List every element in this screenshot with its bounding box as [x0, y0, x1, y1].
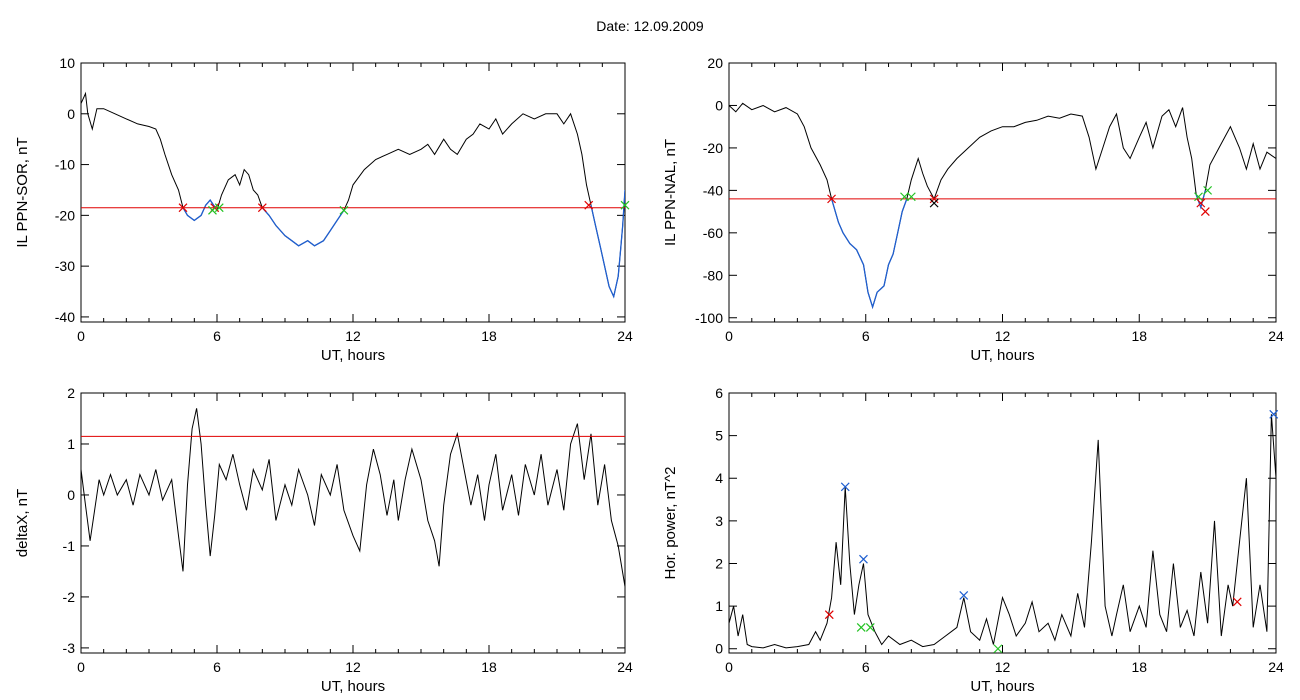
- marker-green: [865, 623, 875, 632]
- x-tick-label: 12: [995, 659, 1011, 675]
- marker-green: [906, 192, 916, 202]
- x-tick-label: 12: [345, 659, 361, 675]
- x-tick-label: 6: [213, 328, 221, 344]
- y-tick-label: -2: [63, 589, 76, 605]
- y-tick-label: 0: [67, 106, 75, 122]
- y-tick-label: 0: [715, 97, 723, 113]
- chart-panel-sor: 0 6 12 18 24 10 0 -10 -20 -30 -40 UT, hours IL PPN-S…: [14, 55, 633, 364]
- x-tick-label: 0: [77, 328, 85, 344]
- marker-red: [1232, 597, 1242, 607]
- x-axis-label: UT, hours: [970, 347, 1034, 364]
- x-tick-label: 18: [481, 328, 497, 344]
- y-tick-label: 5: [715, 428, 723, 444]
- marker-green: [1194, 192, 1203, 202]
- y-tick-label: -30: [55, 258, 75, 274]
- x-axis-label: UT, hours: [321, 678, 385, 695]
- y-tick-label: 2: [715, 555, 723, 571]
- marker-red: [178, 203, 188, 213]
- y-tick-label: -3: [63, 640, 76, 656]
- x-tick-label: 18: [1131, 328, 1147, 344]
- x-tick-label: 24: [617, 659, 633, 675]
- x-tick-label: 18: [481, 659, 497, 675]
- marker-red: [1196, 198, 1206, 208]
- x-tick-label: 24: [617, 328, 633, 344]
- y-tick-label: 4: [715, 470, 723, 486]
- marker-green: [1203, 185, 1213, 195]
- y-tick-label: 6: [715, 385, 723, 401]
- x-tick-label: 0: [77, 659, 85, 675]
- marker-red: [929, 194, 939, 204]
- series-line: [729, 414, 1276, 649]
- chart-panel-hor-power: 0 6 12 18 24 6 5 4 3 2 1 0 UT, hours Hor. power, nT^2: [662, 385, 1284, 695]
- x-tick-label: 12: [995, 328, 1011, 344]
- y-axis-label: IL PPN-NAL, nT: [662, 139, 679, 246]
- highlight-segment: [261, 207, 345, 247]
- marker-blue: [959, 591, 969, 600]
- marker-green: [620, 200, 630, 210]
- marker-red: [257, 203, 267, 213]
- y-axis-label: deltaX, nT: [14, 489, 31, 557]
- y-tick-label: 2: [67, 385, 75, 401]
- y-axis-label: IL PPN-SOR, nT: [14, 137, 31, 247]
- y-tick-label: 0: [67, 487, 75, 503]
- page-title: Date: 12.09.2009: [596, 18, 704, 34]
- y-tick-label: -10: [55, 157, 75, 173]
- highlight-segment: [182, 199, 218, 222]
- plot-frame: [80, 392, 626, 654]
- highlight-segment: [590, 189, 625, 299]
- x-tick-label: 6: [213, 659, 221, 675]
- plot-frame: [80, 62, 626, 323]
- plot-frame: [728, 392, 1277, 654]
- marker-green: [993, 644, 1003, 654]
- marker-blue: [859, 554, 868, 564]
- y-tick-label: -1: [63, 538, 76, 554]
- x-tick-label: 6: [862, 328, 870, 344]
- y-tick-label: -40: [55, 309, 75, 325]
- plot-frame: [728, 62, 1277, 323]
- x-tick-label: 0: [725, 328, 733, 344]
- x-tick-label: 6: [862, 659, 870, 675]
- x-tick-label: 24: [1268, 328, 1284, 344]
- x-tick-label: 12: [345, 328, 361, 344]
- marker-black: [929, 198, 939, 208]
- x-tick-label: 24: [1268, 659, 1284, 675]
- marker-red: [824, 610, 834, 620]
- marker-green: [900, 192, 909, 202]
- marker-red: [584, 200, 594, 210]
- y-tick-label: 20: [707, 55, 723, 71]
- y-tick-label: -80: [703, 267, 723, 283]
- x-tick-label: 18: [1131, 659, 1147, 675]
- marker-green: [339, 205, 349, 215]
- series-line: [81, 91, 625, 299]
- x-tick-label: 0: [725, 659, 733, 675]
- chart-panel-deltax: 0 6 12 18 24 2 1 0 -1 -2 -3 UT, hours deltaX, nT: [14, 385, 633, 695]
- y-tick-label: -40: [703, 182, 723, 198]
- y-tick-label: -20: [55, 207, 75, 223]
- y-tick-label: 1: [67, 436, 75, 452]
- chart-panel-nal: 0 6 12 18 24 20 0 -20 -40 -60 -80 -100 UT, hours IL P…: [662, 55, 1284, 364]
- y-tick-label: -20: [703, 140, 723, 156]
- series-line: [81, 408, 625, 587]
- x-axis-label: UT, hours: [970, 678, 1034, 695]
- marker-red: [827, 194, 836, 204]
- y-tick-label: 0: [715, 641, 723, 657]
- marker-red: [1200, 207, 1210, 217]
- y-tick-label: -60: [703, 225, 723, 241]
- marker-blue: [1269, 409, 1279, 419]
- marker-green: [214, 203, 224, 213]
- highlight-segment: [830, 198, 908, 310]
- marker-green: [208, 205, 217, 215]
- series-line: [729, 102, 1276, 309]
- y-tick-label: 10: [59, 55, 75, 71]
- x-axis-label: UT, hours: [321, 347, 385, 364]
- y-tick-label: 3: [715, 513, 723, 529]
- y-tick-label: 1: [715, 598, 723, 614]
- y-axis-label: Hor. power, nT^2: [662, 467, 679, 580]
- marker-green: [856, 623, 866, 632]
- marker-blue: [840, 482, 850, 492]
- y-tick-label: -100: [695, 310, 723, 326]
